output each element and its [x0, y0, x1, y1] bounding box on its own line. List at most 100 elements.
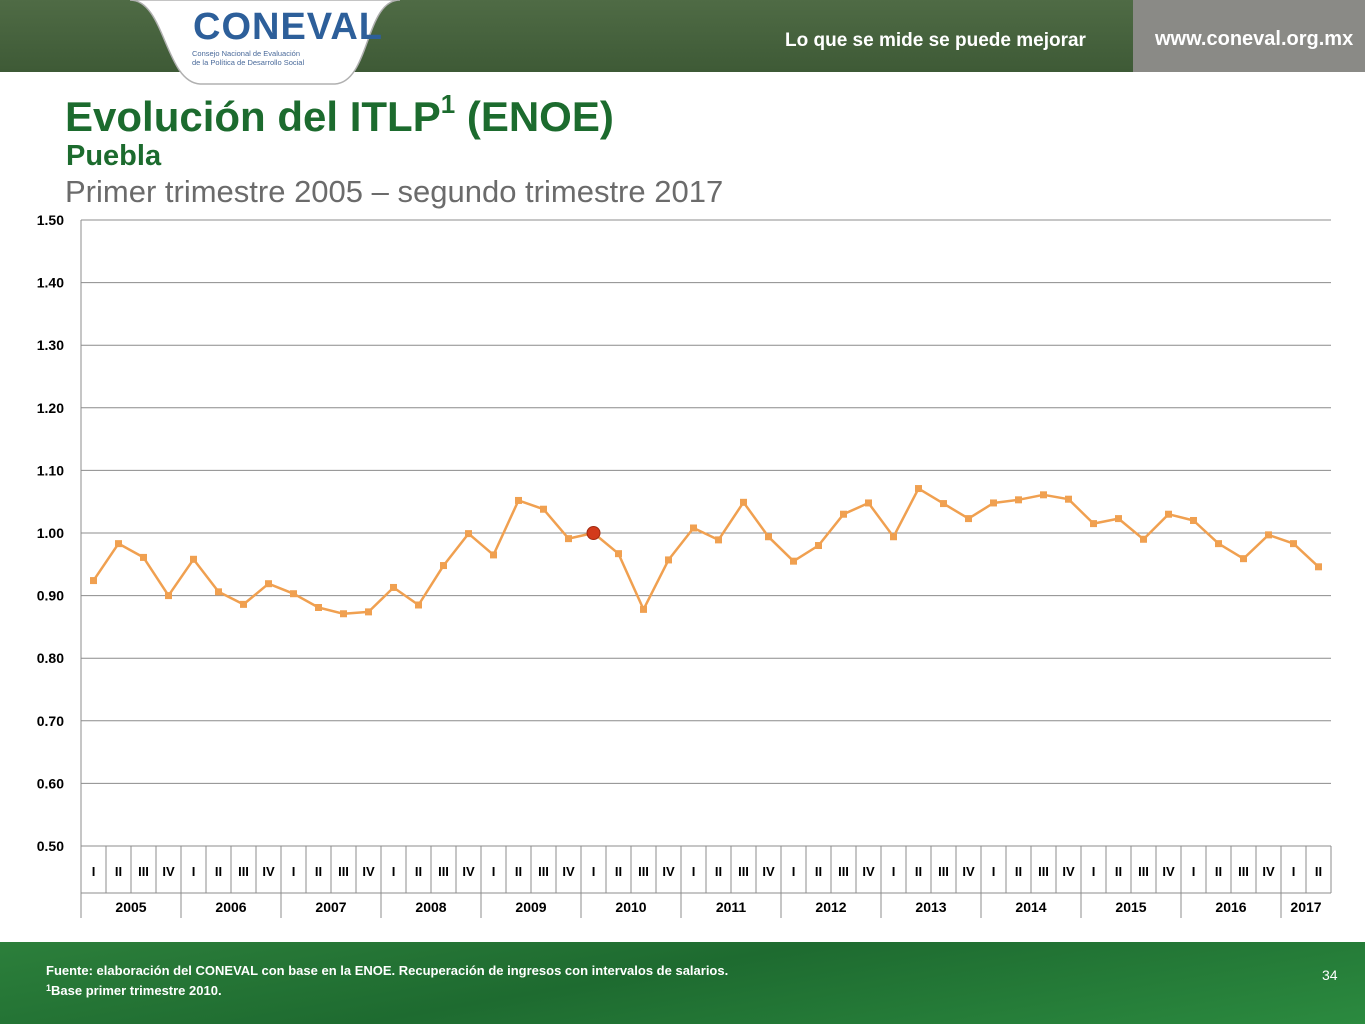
x-tick-label: IV	[862, 864, 875, 879]
x-tick-label: I	[1292, 864, 1296, 879]
data-point	[340, 610, 347, 618]
year-label: 2010	[615, 899, 646, 915]
footer-note: 1Base primer trimestre 2010.	[46, 983, 222, 998]
data-point	[440, 562, 447, 570]
x-tick-label: II	[515, 864, 522, 879]
footer-note-text: Base primer trimestre 2010.	[51, 983, 222, 998]
x-tick-label: IV	[762, 864, 775, 879]
x-tick-label: II	[915, 864, 922, 879]
x-tick-label: III	[738, 864, 749, 879]
x-tick-label: III	[438, 864, 449, 879]
x-tick-label: III	[138, 864, 149, 879]
data-point	[965, 515, 972, 523]
title-text: Evolución del ITLP	[65, 93, 441, 140]
data-point	[940, 500, 947, 508]
data-point	[240, 600, 247, 608]
x-tick-label: III	[1238, 864, 1249, 879]
data-point	[115, 540, 122, 548]
header-tagline: Lo que se mide se puede mejorar	[785, 30, 1086, 51]
page-number: 34	[1322, 967, 1338, 983]
y-tick-label: 1.00	[37, 525, 64, 541]
data-point	[1265, 531, 1272, 539]
x-tick-label: II	[115, 864, 122, 879]
data-point	[315, 603, 322, 611]
year-label: 2006	[215, 899, 246, 915]
y-tick-label: 1.20	[37, 400, 64, 416]
x-tick-label: II	[1215, 864, 1222, 879]
year-label: 2016	[1215, 899, 1246, 915]
page-subtitle: Puebla	[66, 140, 162, 172]
x-tick-label: II	[1015, 864, 1022, 879]
data-point	[690, 524, 697, 532]
period-label: Primer trimestre 2005 – segundo trimestr…	[65, 174, 724, 209]
x-tick-label: III	[938, 864, 949, 879]
y-tick-label: 0.90	[37, 588, 64, 604]
x-tick-label: II	[215, 864, 222, 879]
y-tick-label: 0.80	[37, 650, 64, 666]
x-tick-label: IV	[662, 864, 675, 879]
x-tick-label: III	[638, 864, 649, 879]
logo-subtitle: Consejo Nacional de Evaluación de la Pol…	[192, 49, 305, 67]
x-tick-label: II	[715, 864, 722, 879]
data-point	[290, 590, 297, 598]
x-tick-label: II	[315, 864, 322, 879]
y-tick-label: 0.70	[37, 713, 64, 729]
data-point	[1040, 491, 1047, 499]
y-tick-label: 0.50	[37, 838, 64, 854]
x-tick-label: IV	[262, 864, 275, 879]
data-point	[765, 533, 772, 541]
data-point	[1190, 516, 1197, 524]
data-point	[1240, 555, 1247, 563]
data-point	[90, 577, 97, 585]
data-point	[215, 588, 222, 596]
header-url-link[interactable]: www.coneval.org.mx	[1155, 28, 1354, 50]
logo-wordmark[interactable]: CONEVAL	[193, 6, 383, 48]
x-tick-label: IV	[962, 864, 975, 879]
logo-tab	[130, 0, 400, 85]
x-tick-label: III	[238, 864, 249, 879]
data-point	[1165, 510, 1172, 518]
data-point	[990, 499, 997, 507]
data-point	[915, 485, 922, 493]
x-tick-label: I	[192, 864, 196, 879]
data-point	[640, 605, 647, 613]
data-point	[1090, 520, 1097, 528]
data-point	[415, 601, 422, 609]
y-tick-label: 0.60	[37, 775, 64, 791]
footer-source: Fuente: elaboración del CONEVAL con base…	[46, 963, 729, 978]
data-point	[840, 510, 847, 518]
x-tick-label: IV	[1062, 864, 1075, 879]
data-point	[140, 553, 147, 561]
y-tick-label: 1.40	[37, 275, 64, 291]
data-point	[1215, 540, 1222, 548]
x-tick-label: III	[1038, 864, 1049, 879]
data-point	[790, 557, 797, 565]
x-tick-label: III	[538, 864, 549, 879]
year-label: 2007	[315, 899, 346, 915]
x-tick-label: II	[815, 864, 822, 879]
x-tick-label: II	[1315, 864, 1322, 879]
x-tick-label: IV	[462, 864, 475, 879]
x-tick-label: II	[1115, 864, 1122, 879]
x-tick-label: IV	[562, 864, 575, 879]
data-point	[665, 556, 672, 564]
data-point	[165, 592, 172, 600]
x-tick-label: I	[792, 864, 796, 879]
y-tick-label: 1.50	[37, 212, 64, 228]
series-line	[92, 487, 1320, 616]
year-label: 2014	[1015, 899, 1046, 915]
x-tick-label: I	[392, 864, 396, 879]
data-point	[265, 580, 272, 588]
data-point	[715, 536, 722, 544]
x-tick-label: III	[838, 864, 849, 879]
data-point	[1315, 563, 1322, 571]
x-tick-label: II	[415, 864, 422, 879]
data-point	[490, 551, 497, 559]
data-point	[1065, 495, 1072, 503]
x-tick-label: IV	[362, 864, 375, 879]
line-chart: 1.50 1.40 1.30 1.20 1.10 1.00 0.90 0.80 0.70 0.60…	[37, 212, 1332, 918]
x-tick-label: IV	[162, 864, 175, 879]
x-tick-label: II	[615, 864, 622, 879]
base-point-marker	[586, 526, 601, 540]
data-point	[540, 505, 547, 513]
